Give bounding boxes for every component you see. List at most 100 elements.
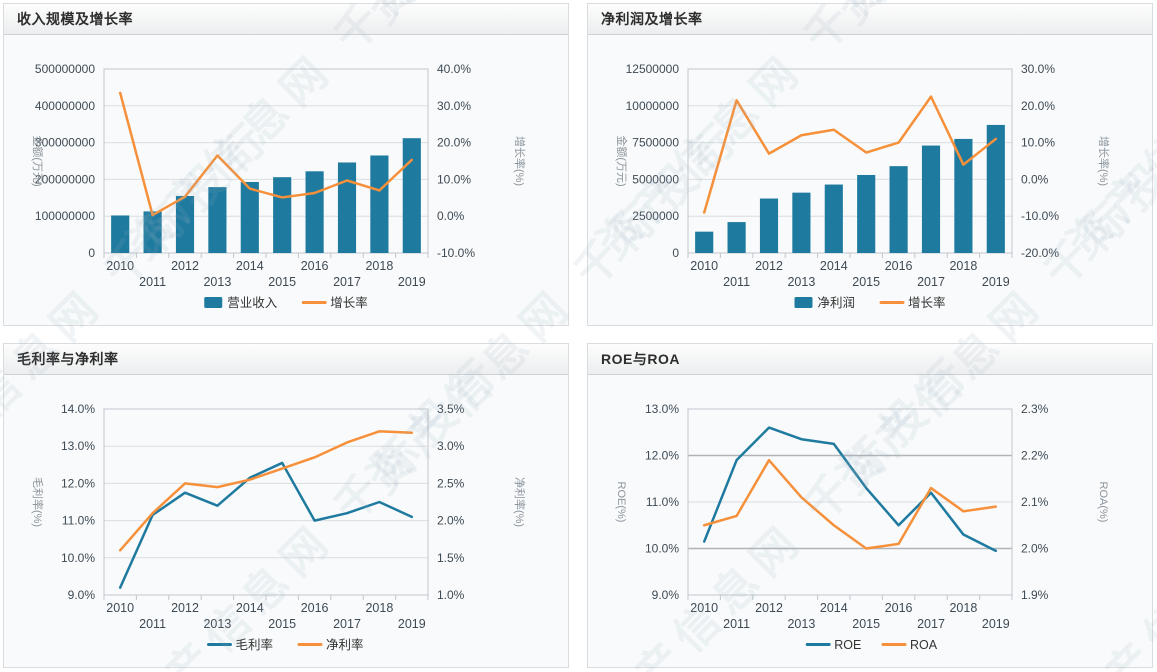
panel-title: 净利润及增长率 xyxy=(601,11,703,27)
svg-text:2017: 2017 xyxy=(333,617,361,631)
svg-text:2015: 2015 xyxy=(268,275,296,289)
svg-text:毛利率: 毛利率 xyxy=(236,637,274,652)
svg-text:2015: 2015 xyxy=(852,275,880,289)
svg-text:300000000: 300000000 xyxy=(35,136,95,150)
svg-text:2014: 2014 xyxy=(236,259,264,273)
panel-title: 毛利率与净利率 xyxy=(17,351,119,367)
svg-text:2011: 2011 xyxy=(723,617,750,631)
svg-text:200000000: 200000000 xyxy=(35,172,95,186)
panel-header: ROE与ROA xyxy=(588,344,1152,375)
svg-text:30.0%: 30.0% xyxy=(1021,62,1055,76)
svg-text:2.0%: 2.0% xyxy=(437,514,465,528)
svg-text:2016: 2016 xyxy=(301,259,329,273)
panel-roe-roa: ROE与ROA 9.0% 10.0% 11.0% 12.0% 13.0% 1.9% 2.0%… xyxy=(587,343,1153,668)
svg-text:3.0%: 3.0% xyxy=(437,439,465,453)
svg-text:5000000: 5000000 xyxy=(632,172,679,186)
svg-text:增长率: 增长率 xyxy=(908,295,946,310)
svg-text:2013: 2013 xyxy=(203,617,231,631)
svg-text:2013: 2013 xyxy=(787,275,815,289)
svg-text:20.0%: 20.0% xyxy=(1021,99,1055,113)
svg-text:0.0%: 0.0% xyxy=(1021,172,1049,186)
svg-text:ROA: ROA xyxy=(910,638,938,652)
svg-text:2014: 2014 xyxy=(236,601,264,615)
panel-header: 收入规模及增长率 xyxy=(4,4,568,35)
svg-text:增长率(%): 增长率(%) xyxy=(513,136,527,186)
panel-title: ROE与ROA xyxy=(601,351,680,367)
svg-text:2011: 2011 xyxy=(139,617,166,631)
svg-text:12.0%: 12.0% xyxy=(645,449,679,463)
svg-text:2.1%: 2.1% xyxy=(1021,495,1049,509)
svg-text:2013: 2013 xyxy=(203,275,231,289)
svg-text:1.0%: 1.0% xyxy=(437,588,465,602)
svg-text:7500000: 7500000 xyxy=(632,136,679,150)
svg-text:金额(万元): 金额(万元) xyxy=(31,135,45,186)
svg-text:2.0%: 2.0% xyxy=(1021,542,1049,556)
svg-text:0: 0 xyxy=(672,246,679,260)
svg-text:2016: 2016 xyxy=(885,601,913,615)
svg-text:2018: 2018 xyxy=(949,601,977,615)
svg-text:金额(万元): 金额(万元) xyxy=(615,135,629,186)
chart-area: 9.0% 10.0% 11.0% 12.0% 13.0% 14.0% 1.0% 1.5% 2.0… xyxy=(4,375,568,667)
svg-text:13.0%: 13.0% xyxy=(61,439,95,453)
svg-text:2.5%: 2.5% xyxy=(437,476,465,490)
svg-text:2016: 2016 xyxy=(301,601,329,615)
svg-text:2011: 2011 xyxy=(139,275,166,289)
svg-text:9.0%: 9.0% xyxy=(68,588,96,602)
panel-margins: 毛利率与净利率 9.0% 10.0% 11.0% 12.0% 13.0% 14.0% 1.0… xyxy=(3,343,569,668)
svg-text:1.5%: 1.5% xyxy=(437,551,465,565)
svg-text:2018: 2018 xyxy=(949,259,977,273)
svg-text:13.0%: 13.0% xyxy=(645,402,679,416)
svg-text:2017: 2017 xyxy=(917,617,945,631)
svg-text:2010: 2010 xyxy=(106,259,134,273)
svg-text:10.0%: 10.0% xyxy=(645,542,679,556)
panel-revenue-growth: 收入规模及增长率 0 100000000 200000000 300000000 400… xyxy=(3,3,569,326)
svg-text:-10.0%: -10.0% xyxy=(1021,209,1059,223)
panel-netprofit-growth: 净利润及增长率 0 2500000 5000000 7500000 10000000 12… xyxy=(587,3,1153,326)
panel-title: 收入规模及增长率 xyxy=(17,11,133,27)
svg-text:2010: 2010 xyxy=(690,259,718,273)
chart-revenue-growth: 0 100000000 200000000 300000000 400000000 500… xyxy=(31,62,527,310)
svg-text:2500000: 2500000 xyxy=(632,209,679,223)
svg-text:11.0%: 11.0% xyxy=(62,514,95,528)
chart-area: 0 100000000 200000000 300000000 400000000 500… xyxy=(4,35,568,325)
svg-text:20.0%: 20.0% xyxy=(437,136,471,150)
svg-text:净利率(%): 净利率(%) xyxy=(513,477,527,527)
svg-text:10000000: 10000000 xyxy=(626,99,680,113)
svg-text:ROE(%): ROE(%) xyxy=(615,482,627,523)
svg-text:1.9%: 1.9% xyxy=(1021,588,1049,602)
svg-text:-10.0%: -10.0% xyxy=(437,246,475,260)
svg-text:10.0%: 10.0% xyxy=(437,172,471,186)
svg-text:2015: 2015 xyxy=(268,617,296,631)
svg-text:2019: 2019 xyxy=(982,617,1010,631)
svg-text:2.2%: 2.2% xyxy=(1021,449,1049,463)
svg-text:10.0%: 10.0% xyxy=(61,551,95,565)
chart-gross-net-margin: 9.0% 10.0% 11.0% 12.0% 13.0% 14.0% 1.0% 1.5% 2.0… xyxy=(31,402,527,652)
svg-text:2012: 2012 xyxy=(171,259,199,273)
svg-text:12.0%: 12.0% xyxy=(61,476,95,490)
svg-text:2018: 2018 xyxy=(365,259,393,273)
svg-text:3.5%: 3.5% xyxy=(437,402,465,416)
svg-text:500000000: 500000000 xyxy=(35,62,95,76)
chart-netprofit-growth: 0 2500000 5000000 7500000 10000000 12500000 -2… xyxy=(615,62,1111,310)
panel-header: 毛利率与净利率 xyxy=(4,344,568,375)
svg-text:2010: 2010 xyxy=(106,601,134,615)
svg-text:100000000: 100000000 xyxy=(35,209,95,223)
chart-area: 9.0% 10.0% 11.0% 12.0% 13.0% 1.9% 2.0% 2.1% 2.2%… xyxy=(588,375,1152,667)
svg-text:12500000: 12500000 xyxy=(626,62,680,76)
svg-text:2010: 2010 xyxy=(690,601,718,615)
svg-text:-20.0%: -20.0% xyxy=(1021,246,1059,260)
svg-text:400000000: 400000000 xyxy=(35,99,95,113)
svg-text:净利率: 净利率 xyxy=(326,637,364,652)
svg-text:营业收入: 营业收入 xyxy=(227,296,278,310)
svg-text:2019: 2019 xyxy=(982,275,1010,289)
svg-text:9.0%: 9.0% xyxy=(652,588,680,602)
svg-text:2016: 2016 xyxy=(885,259,913,273)
svg-text:2017: 2017 xyxy=(917,275,945,289)
svg-text:0.0%: 0.0% xyxy=(437,209,465,223)
svg-text:11.0%: 11.0% xyxy=(646,495,679,509)
svg-text:2013: 2013 xyxy=(787,617,815,631)
svg-text:2014: 2014 xyxy=(820,601,848,615)
svg-text:2012: 2012 xyxy=(171,601,199,615)
svg-text:2012: 2012 xyxy=(755,601,783,615)
svg-text:2012: 2012 xyxy=(755,259,783,273)
